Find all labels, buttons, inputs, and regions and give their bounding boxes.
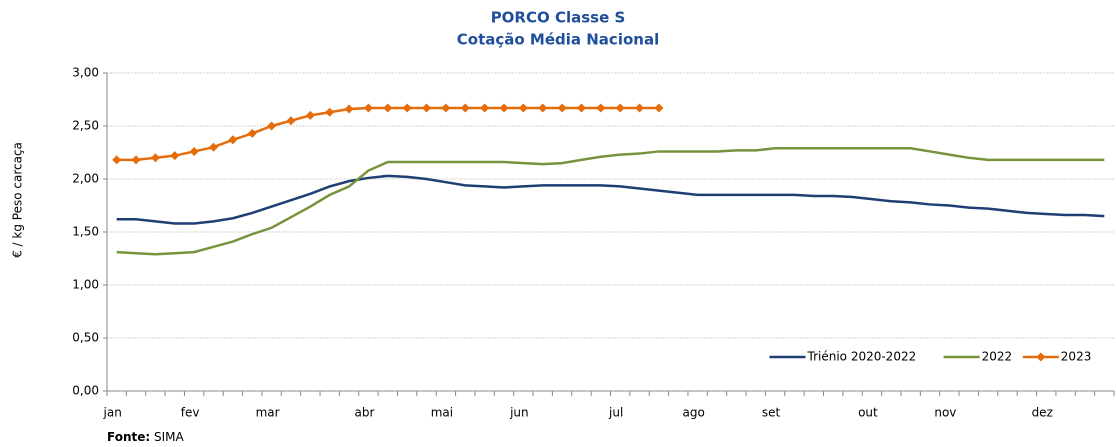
y-tick-label: 0,50 — [72, 331, 99, 345]
x-tick-label: jul — [608, 406, 623, 420]
point-marker — [422, 103, 432, 113]
legend-item: 2023 — [1022, 350, 1092, 364]
y-tick-label: 1,00 — [72, 278, 99, 292]
point-marker — [635, 103, 645, 113]
point-marker — [344, 104, 354, 114]
y-axis-label: € / kg Peso carcaça — [11, 142, 25, 258]
legend-item: Triénio 2020-2022 — [769, 350, 917, 364]
x-tick-label: ago — [682, 406, 704, 420]
point-marker — [267, 121, 277, 131]
source: Fonte: SIMA — [107, 430, 185, 444]
series-line — [116, 147, 1105, 256]
x-tick-label: nov — [934, 406, 956, 420]
x-tick-label: mar — [256, 406, 280, 420]
point-marker — [170, 151, 180, 161]
source-label: Fonte: — [107, 430, 150, 444]
x-tick-label: set — [762, 406, 781, 420]
chart-title: PORCO Classe S — [491, 9, 626, 27]
point-marker — [228, 135, 238, 145]
x-tick-label: jun — [509, 406, 529, 420]
x-tick-label: mai — [431, 406, 453, 420]
point-marker — [499, 103, 509, 113]
point-marker — [131, 155, 141, 165]
x-tick-label: abr — [354, 406, 374, 420]
legend-item: 2022 — [943, 350, 1013, 364]
source-text: SIMA — [154, 430, 185, 444]
y-tick-label: 1,50 — [72, 225, 99, 239]
y-tick-label: 0,00 — [72, 384, 99, 398]
chart-subtitle: Cotação Média Nacional — [457, 31, 659, 49]
y-tick-label: 2,50 — [72, 119, 99, 133]
point-marker — [247, 128, 257, 138]
point-marker — [654, 103, 664, 113]
point-marker — [209, 142, 219, 152]
point-marker — [286, 116, 296, 126]
legend-label: 2023 — [1061, 350, 1092, 364]
series-line — [116, 106, 659, 162]
point-marker — [383, 103, 393, 113]
point-marker — [363, 103, 373, 113]
point-marker — [150, 153, 160, 163]
series-line — [116, 174, 1105, 225]
x-tick-label: fev — [181, 406, 200, 420]
x-tick-label: dez — [1032, 406, 1053, 420]
point-marker — [189, 146, 199, 156]
point-marker — [576, 103, 586, 113]
point-marker — [538, 103, 548, 113]
point-marker — [557, 103, 567, 113]
legend-label: 2022 — [982, 350, 1013, 364]
legend-label: Triénio 2020-2022 — [807, 350, 917, 364]
point-marker — [325, 107, 335, 117]
point-marker — [480, 103, 490, 113]
point-marker — [305, 110, 315, 120]
point-marker — [596, 103, 606, 113]
point-marker — [112, 155, 122, 165]
point-marker — [615, 103, 625, 113]
x-tick-label: out — [858, 406, 878, 420]
point-marker — [441, 103, 451, 113]
legend-marker — [1036, 352, 1046, 362]
point-marker — [460, 103, 470, 113]
y-tick-label: 2,00 — [72, 172, 99, 186]
point-marker — [518, 103, 528, 113]
x-tick-label: jan — [103, 406, 122, 420]
point-marker — [402, 103, 412, 113]
y-tick-label: 3,00 — [72, 66, 99, 80]
